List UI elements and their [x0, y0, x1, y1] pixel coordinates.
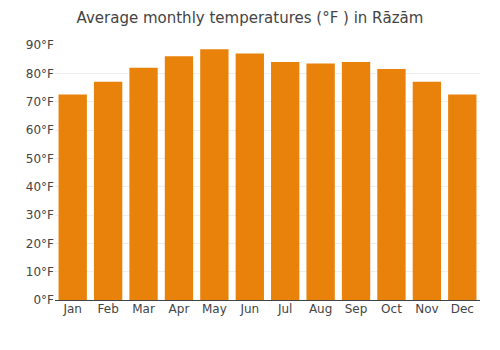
svg-text:Apr: Apr [169, 302, 190, 316]
svg-text:Average monthly temperatures (: Average monthly temperatures (°F ) in Rā… [77, 9, 424, 27]
svg-text:Aug: Aug [309, 302, 332, 316]
svg-text:Mar: Mar [132, 302, 155, 316]
svg-text:60°F: 60°F [26, 123, 54, 137]
svg-text:Oct: Oct [381, 302, 402, 316]
svg-text:May: May [202, 302, 227, 316]
svg-text:80°F: 80°F [26, 67, 54, 81]
svg-text:40°F: 40°F [26, 180, 54, 194]
svg-text:Jul: Jul [277, 302, 292, 316]
svg-text:Jan: Jan [62, 302, 82, 316]
svg-text:Dec: Dec [451, 302, 474, 316]
svg-text:10°F: 10°F [26, 265, 54, 279]
svg-text:Nov: Nov [415, 302, 438, 316]
svg-text:Feb: Feb [98, 302, 119, 316]
svg-text:20°F: 20°F [26, 237, 54, 251]
svg-text:30°F: 30°F [26, 208, 54, 222]
svg-text:Jun: Jun [239, 302, 259, 316]
svg-text:50°F: 50°F [26, 152, 54, 166]
svg-text:90°F: 90°F [26, 38, 54, 52]
svg-text:0°F: 0°F [33, 293, 54, 307]
svg-text:Sep: Sep [345, 302, 368, 316]
svg-text:70°F: 70°F [26, 95, 54, 109]
